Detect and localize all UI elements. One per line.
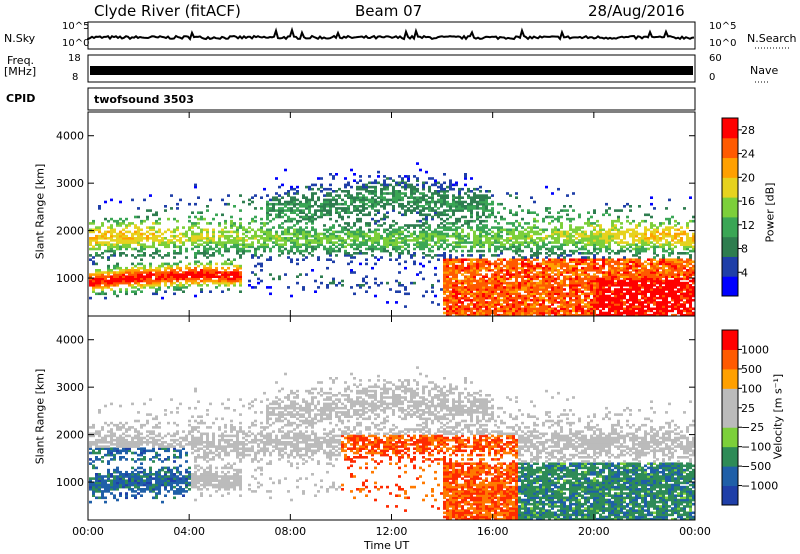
velocity-colorbar-swatch — [722, 349, 738, 370]
nsearch-label: N.Search — [747, 32, 797, 45]
power-colorbar-swatch — [722, 118, 738, 139]
xtick-label: 08:00 — [274, 525, 306, 538]
noise-right-bottom-tick: 10^0 — [709, 38, 737, 49]
power-colorbar-tick-label: 28 — [741, 124, 755, 137]
mhz-label: [MHz] — [4, 65, 37, 78]
power-colorbar-tick-label: 24 — [741, 148, 755, 161]
power-colorbar-tick-label: 12 — [741, 219, 755, 232]
power-colorbar-tick-label: 20 — [741, 171, 755, 184]
xtick-label: 12:00 — [376, 525, 408, 538]
velocity-colorbar-swatch — [722, 330, 738, 350]
power-colorbar-swatch — [722, 157, 738, 178]
power-ylabel: Slant Range [km] — [33, 163, 47, 260]
power-colorbar-swatch — [722, 177, 738, 198]
noise-left-bottom-tick: 10^0 — [62, 38, 90, 49]
velocity-colorbar-swatch — [722, 485, 738, 506]
freq-top-tick: 18 — [68, 53, 81, 64]
velocity-colorbar-frame — [721, 329, 739, 506]
freq-label: Freq. — [7, 54, 35, 67]
noise-left-top-tick: 10^5 — [62, 21, 90, 32]
ytick-label: 4000 — [56, 334, 84, 347]
power-colorbar-label: Power [dB] — [763, 182, 777, 243]
nave-bottom-tick: 0 — [709, 72, 716, 83]
ytick-label: 1000 — [56, 272, 84, 285]
velocity-colorbar-tick-label: −500 — [741, 460, 771, 473]
ytick-label: 2000 — [56, 429, 84, 442]
power-colorbar-swatch — [722, 276, 738, 297]
velocity-colorbar-swatch — [722, 427, 738, 448]
freq-strip-frame — [87, 54, 696, 83]
power-cells — [89, 162, 695, 317]
velocity-colorbar-tick-label: 25 — [741, 402, 755, 415]
velocity-ylabel: Slant Range [km] — [33, 368, 47, 465]
noise-strip-frame — [87, 21, 696, 50]
ytick-label: 4000 — [56, 130, 84, 143]
power-colorbar-swatch — [722, 236, 738, 257]
nave-top-tick: 60 — [709, 53, 722, 64]
ytick-label: 1000 — [56, 476, 84, 489]
ytick-label: 3000 — [56, 177, 84, 190]
cpid-label: CPID — [6, 92, 36, 105]
velocity-colorbar-label: Velocity [m s⁻¹] — [771, 373, 785, 460]
power-colorbar-tick-label: 4 — [741, 266, 748, 279]
date-title: 28/Aug/2016 — [588, 2, 685, 20]
velocity-colorbar-tick-label: 100 — [741, 382, 762, 395]
noise-trace — [87, 26, 695, 41]
velocity-colorbar-swatch — [722, 446, 738, 467]
xtick-label: 04:00 — [173, 525, 205, 538]
power-colorbar-frame — [721, 117, 739, 297]
velocity-colorbar-tick-label: −25 — [741, 421, 764, 434]
velocity-cells — [89, 366, 695, 521]
nsky-label: N.Sky — [4, 32, 36, 45]
velocity-colorbar-swatch — [722, 388, 738, 409]
velocity-colorbar-tick-label: −100 — [741, 441, 771, 454]
freq-trace — [90, 66, 693, 75]
velocity-colorbar-swatch — [722, 407, 738, 428]
freq-bottom-tick: 8 — [72, 72, 79, 83]
ytick-label: 2000 — [56, 225, 84, 238]
cpid-strip-frame — [87, 87, 696, 111]
velocity-colorbar-tick-label: 1000 — [741, 343, 769, 356]
xtick-label: 00:00 — [72, 525, 104, 538]
xtick-label: 16:00 — [477, 525, 509, 538]
nave-label: Nave — [750, 64, 779, 77]
cpid-value: twofsound 3503 — [94, 93, 194, 106]
velocity-colorbar-tick-label: 500 — [741, 363, 762, 376]
power-colorbar-tick-label: 16 — [741, 195, 755, 208]
power-colorbar-swatch — [722, 216, 738, 238]
ytick-label: 3000 — [56, 381, 84, 394]
radar-title: Clyde River (fitACF) — [94, 2, 241, 20]
time-xlabel: Time UT — [364, 539, 410, 552]
power-colorbar-swatch — [722, 137, 738, 159]
velocity-colorbar-swatch — [722, 466, 738, 487]
velocity-colorbar-swatch — [722, 368, 738, 389]
beam-title: Beam 07 — [355, 2, 423, 20]
power-colorbar-swatch — [722, 256, 738, 277]
power-colorbar-tick-label: 8 — [741, 243, 748, 256]
velocity-colorbar-tick-label: −1000 — [741, 480, 778, 493]
power-colorbar-swatch — [722, 197, 738, 218]
xtick-label: 00:00 — [679, 525, 711, 538]
xtick-label: 20:00 — [578, 525, 610, 538]
noise-right-top-tick: 10^5 — [709, 21, 737, 32]
